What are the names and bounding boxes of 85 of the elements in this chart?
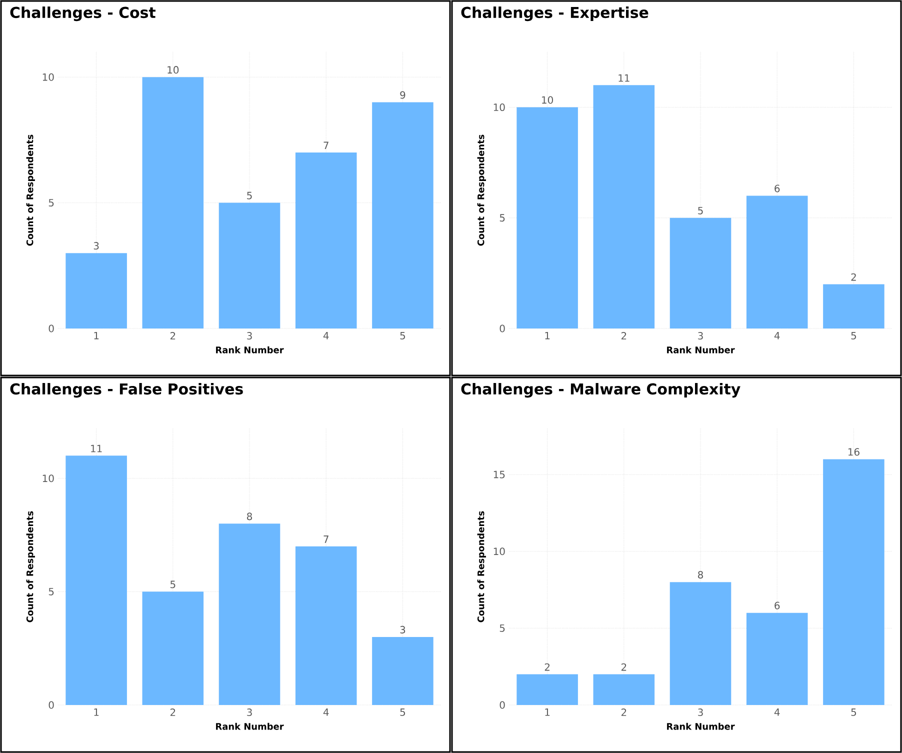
data-label: 11 [618,74,630,82]
x-tick-label: 3 [698,708,703,716]
x-tick-label: 1 [545,708,550,716]
x-tick-label: 1 [94,332,99,340]
y-tick-label: 10 [494,548,505,556]
bar [66,456,127,705]
x-tick-label: 1 [545,332,550,340]
bar [670,582,732,705]
x-tick-label: 5 [400,708,406,716]
bar [593,85,655,328]
x-tick-label: 4 [774,332,780,340]
x-tick-label: 4 [774,708,780,716]
bar [746,612,808,705]
x-tick-label: 2 [170,708,176,716]
y-tick-label: 10 [42,73,54,81]
x-tick-label: 2 [621,708,626,716]
data-label: 8 [698,571,703,579]
x-axis-title: Rank Number [667,346,735,354]
y-tick-label: 0 [48,701,54,709]
x-axis-title: Rank Number [216,346,284,354]
y-axis-title: Count of Respondents [477,134,486,246]
data-label: 2 [851,273,856,281]
data-label: 3 [94,242,99,250]
y-tick-label: 0 [500,324,505,332]
y-axis-title: Count of Respondents [477,511,486,622]
bar [142,77,204,328]
data-label: 2 [621,663,626,671]
y-tick-label: 15 [494,470,505,478]
data-label: 5 [170,580,176,588]
x-tick-label: 5 [851,332,856,340]
y-tick-label: 5 [500,624,505,632]
x-axis-title: Rank Number [667,722,735,730]
data-label: 6 [774,184,780,192]
x-tick-label: 3 [247,708,252,716]
data-label: 16 [848,448,860,456]
x-tick-label: 3 [247,332,252,340]
y-axis-title: Count of Respondents [26,134,35,246]
bar [823,459,884,705]
x-axis-title: Rank Number [216,722,284,730]
bar [295,152,357,328]
bar [593,674,655,705]
y-tick-label: 0 [500,701,505,709]
chart-title: Challenges - Cost [10,6,156,22]
bar [516,674,578,705]
chart-title: Challenges - False Positives [10,383,243,398]
bar [295,546,357,705]
bar [66,253,127,328]
x-tick-label: 4 [323,332,329,340]
data-label: 10 [542,96,553,104]
bar [746,196,808,328]
x-tick-label: 1 [94,708,99,716]
y-tick-label: 5 [500,214,505,222]
bar [218,524,280,705]
bar [372,102,434,328]
data-label: 9 [400,91,406,99]
chart-title: Challenges - Malware Complexity [461,383,740,398]
bar [218,202,280,328]
x-tick-label: 2 [621,332,626,340]
bar [516,107,578,328]
data-label: 6 [774,602,780,610]
y-tick-label: 5 [48,588,54,596]
data-label: 7 [324,142,328,150]
data-label: 11 [91,444,102,452]
y-tick-label: 0 [48,324,54,332]
bar [372,636,434,705]
bar [823,284,884,328]
data-label: 8 [247,512,252,520]
y-tick-label: 10 [42,474,54,482]
y-tick-label: 5 [48,199,54,206]
data-label: 5 [247,192,252,200]
y-tick-label: 10 [494,104,505,112]
x-tick-label: 3 [698,332,703,340]
chart-title: Challenges - Expertise [461,6,648,22]
data-label: 5 [698,206,703,214]
x-tick-label: 5 [851,708,856,716]
bar [142,592,204,705]
x-tick-label: 2 [170,332,176,340]
data-label: 3 [400,626,406,634]
data-label: 7 [324,536,328,543]
y-axis-title: Count of Respondents [26,511,35,622]
data-label: 2 [544,663,550,671]
bar [670,218,732,328]
x-tick-label: 5 [400,332,406,340]
x-tick-label: 4 [323,708,329,716]
data-label: 10 [168,66,179,74]
